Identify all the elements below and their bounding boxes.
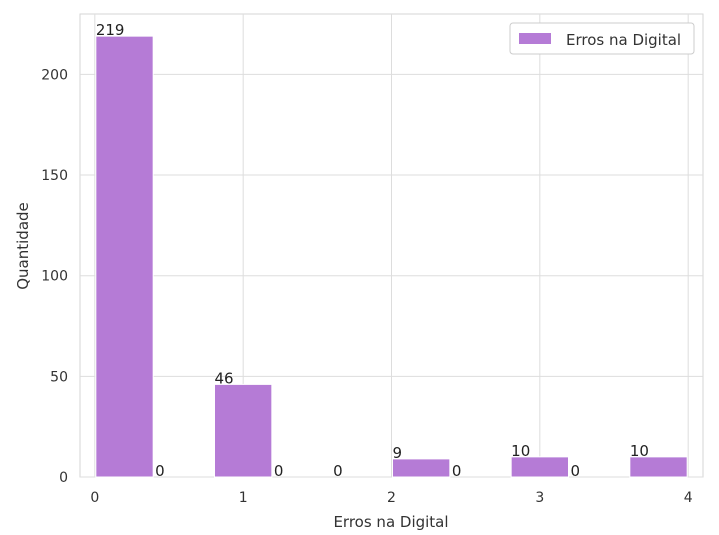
bars bbox=[95, 35, 688, 478]
legend: Erros na Digital bbox=[509, 22, 695, 55]
bar-value-label: 0 bbox=[452, 462, 462, 480]
bar-value-label: 9 bbox=[393, 444, 403, 462]
y-tick-labels: 0 50 100 150 200 bbox=[41, 67, 68, 486]
bar bbox=[95, 35, 154, 478]
data-labels: 219 0 46 0 0 9 0 10 0 10 bbox=[96, 21, 649, 480]
y-tick-label: 100 bbox=[41, 269, 68, 285]
x-tick-label: 4 bbox=[684, 490, 693, 506]
x-tick-label: 2 bbox=[387, 490, 396, 506]
y-axis-label: Quantidade bbox=[14, 202, 32, 290]
bar bbox=[629, 456, 688, 478]
y-tick-label: 0 bbox=[59, 470, 68, 486]
bar-value-label: 0 bbox=[274, 462, 284, 480]
bar-value-label: 0 bbox=[571, 462, 581, 480]
x-tick-label: 0 bbox=[90, 490, 99, 506]
bar bbox=[392, 458, 451, 478]
bar-value-label: 10 bbox=[511, 442, 530, 460]
x-tick-labels: 0 1 2 3 4 bbox=[90, 490, 692, 506]
bar-value-label: 46 bbox=[215, 369, 234, 387]
x-tick-label: 3 bbox=[535, 490, 544, 506]
bar-value-label: 0 bbox=[155, 462, 165, 480]
bar bbox=[510, 456, 569, 478]
y-tick-label: 50 bbox=[50, 369, 68, 385]
y-tick-label: 200 bbox=[41, 67, 68, 83]
x-axis-label: Erros na Digital bbox=[333, 513, 448, 531]
x-tick-label: 1 bbox=[239, 490, 248, 506]
y-tick-label: 150 bbox=[41, 168, 68, 184]
bar-value-label: 10 bbox=[630, 442, 649, 460]
bar bbox=[214, 383, 273, 478]
legend-label: Erros na Digital bbox=[566, 31, 681, 49]
grid bbox=[80, 14, 703, 478]
bar-value-label: 0 bbox=[333, 462, 343, 480]
bar-value-label: 219 bbox=[96, 21, 125, 39]
legend-box bbox=[509, 22, 695, 55]
legend-swatch bbox=[519, 33, 551, 44]
